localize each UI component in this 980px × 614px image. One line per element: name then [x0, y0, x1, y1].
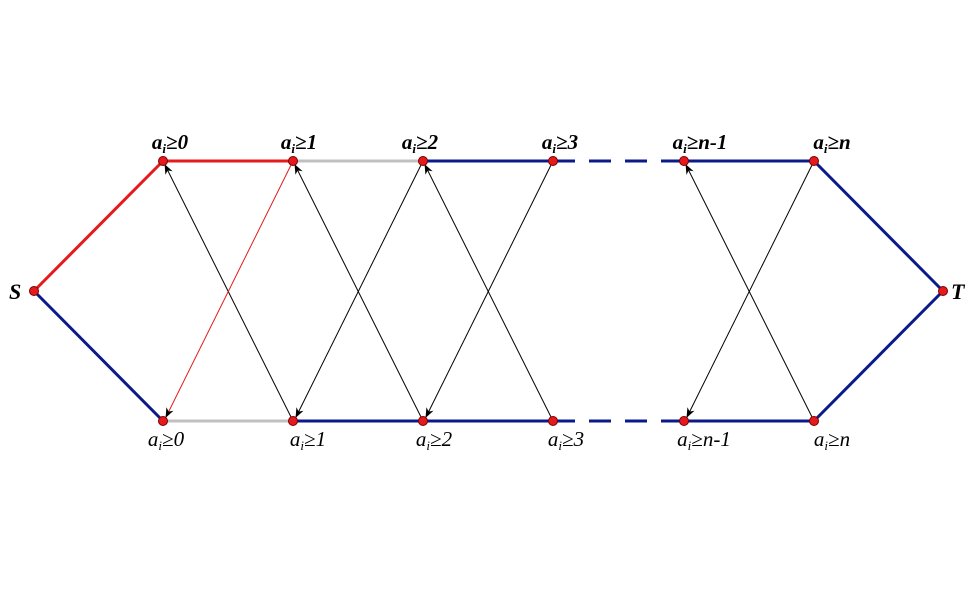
node-bot-n1: [679, 416, 689, 426]
node-top-n1: [679, 156, 689, 166]
edge-s-bot0: [32, 289, 165, 423]
arrow-top2-to-bot1: [295, 160, 424, 418]
edge-s-top0: [32, 159, 165, 293]
arrow-bot3-to-top2: [424, 164, 554, 422]
node-bot-0: [158, 416, 168, 426]
bottom-label-2: ai≥2: [416, 427, 453, 453]
arrow-top3-to-bot2: [425, 160, 554, 418]
node-bot-3: [548, 416, 558, 426]
node-top-2: [418, 156, 428, 166]
node-bot-2: [418, 416, 428, 426]
arrow-topn-to-botn1: [686, 160, 815, 418]
top-label-n: ai≥n: [813, 130, 850, 156]
node-top-n: [809, 156, 819, 166]
node-bot-1: [288, 416, 298, 426]
arrow-bot2-to-top1: [294, 164, 424, 422]
node-bot-n: [809, 416, 819, 426]
bottom-label-0: ai≥0: [148, 427, 185, 453]
top-label-1: ai≥1: [281, 130, 317, 156]
top-label-0: ai≥0: [152, 130, 189, 156]
arrow-top1-to-bot0-red: [165, 160, 294, 418]
bottom-label-n1: ai≥n-1: [677, 427, 731, 453]
top-label-2: ai≥2: [402, 130, 439, 156]
arrow-bot1-to-top0: [164, 164, 294, 422]
arrow-botn-to-topn1: [685, 164, 815, 422]
node-t-label: T: [951, 279, 966, 304]
bottom-label-3: ai≥3: [548, 427, 584, 453]
top-label-3: ai≥3: [542, 130, 578, 156]
top-label-n1: ai≥n-1: [673, 130, 728, 156]
node-s: [29, 286, 39, 296]
edge-topn-t: [812, 159, 945, 293]
node-top-0: [158, 156, 168, 166]
node-t: [938, 286, 948, 296]
node-top-1: [288, 156, 298, 166]
bottom-label-1: ai≥1: [290, 427, 326, 453]
edge-botn-t: [812, 289, 945, 423]
bottom-label-n: ai≥n: [814, 427, 850, 453]
node-top-3: [548, 156, 558, 166]
node-s-label: S: [9, 279, 21, 304]
